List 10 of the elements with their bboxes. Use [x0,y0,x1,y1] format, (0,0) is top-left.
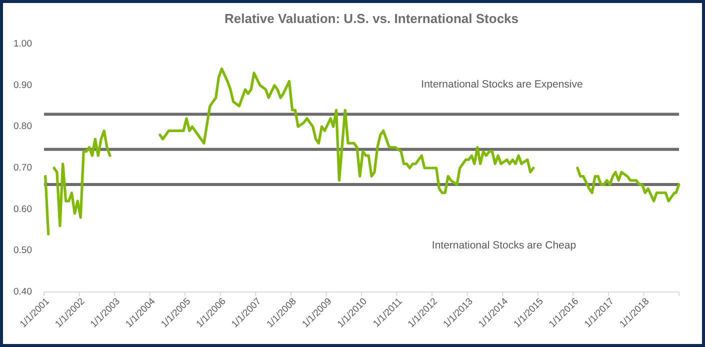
annotation: International Stocks are Expensive [421,78,583,90]
annotation: International Stocks are Cheap [432,240,576,252]
y-tick-label: 0.40 [14,286,32,298]
y-tick-label: 1.00 [14,38,32,50]
y-tick-label: 0.90 [14,80,32,91]
y-tick-label: 0.60 [14,204,32,215]
y-tick-label: 0.50 [14,245,32,256]
chart-title: Relative Valuation: U.S. vs. International Stocks [224,11,519,26]
y-tick-label: 0.80 [14,121,32,132]
y-tick-label: 0.70 [14,162,32,174]
